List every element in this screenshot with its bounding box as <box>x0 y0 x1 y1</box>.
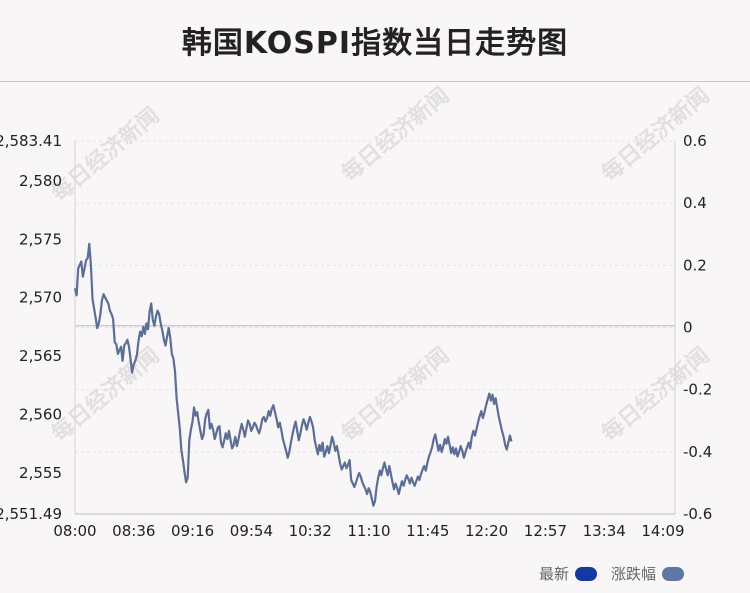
watermark-text: 每日经济新闻 <box>47 102 165 207</box>
series-group <box>73 242 513 507</box>
y-tick-label-right: -0.2 <box>683 381 712 399</box>
legend-item-change: 涨跌幅 <box>611 563 684 584</box>
x-tick-label: 09:54 <box>230 522 273 540</box>
x-tick-label: 13:34 <box>583 522 626 540</box>
y-tick-label-right: -0.4 <box>683 443 712 461</box>
title-divider <box>0 81 750 82</box>
legend-label-latest: 最新 <box>538 565 569 583</box>
x-tick-label: 10:32 <box>289 522 332 540</box>
axes: 2,583.41 2,580 2,575 2,570 2,565 2,560 2,555 2,… <box>0 132 712 540</box>
gridlines <box>75 140 675 515</box>
legend-item-latest: 最新 <box>539 563 597 584</box>
watermark-text: 每日经济新闻 <box>47 342 165 447</box>
legend: 最新 涨跌幅 <box>539 563 684 584</box>
y-tick-label-left: 2,570 <box>19 289 62 307</box>
y-tick-label-left: 2,575 <box>19 230 62 248</box>
x-tick-label: 11:10 <box>347 522 390 540</box>
legend-swatch-change <box>662 566 684 581</box>
x-tick-label: 08:00 <box>53 522 96 540</box>
series-line-latest <box>73 242 513 507</box>
y-tick-label-left: 2,583.41 <box>0 132 62 150</box>
y-tick-label-right: 0.6 <box>683 132 707 150</box>
legend-swatch-latest <box>574 566 597 581</box>
watermark-text: 每日经济新闻 <box>337 82 455 187</box>
x-tick-label: 08:36 <box>112 522 155 540</box>
watermark-text: 每日经济新闻 <box>337 342 455 447</box>
x-tick-label: 11:45 <box>406 522 449 540</box>
x-tick-label: 12:20 <box>465 522 508 540</box>
y-tick-label-left: 2,565 <box>19 347 62 365</box>
legend-label-change: 涨跌幅 <box>610 565 656 583</box>
x-tick-label: 09:16 <box>171 522 214 540</box>
y-tick-label-right: 0.4 <box>683 194 707 212</box>
y-tick-label-left: 2,560 <box>19 406 62 424</box>
y-tick-label-right: 0 <box>683 319 693 337</box>
x-tick-label: 14:09 <box>641 522 684 540</box>
chart-title: 韩国KOSPI指数当日走势图 <box>181 26 569 61</box>
y-tick-label-right: 0.2 <box>683 256 707 274</box>
y-tick-label-left: 2,555 <box>19 464 62 482</box>
x-tick-label: 12:57 <box>524 522 567 540</box>
y-tick-label-left: 2,580 <box>19 172 62 190</box>
y-tick-label-left: 2,551.49 <box>0 505 62 523</box>
y-tick-label-right: -0.6 <box>683 505 712 523</box>
